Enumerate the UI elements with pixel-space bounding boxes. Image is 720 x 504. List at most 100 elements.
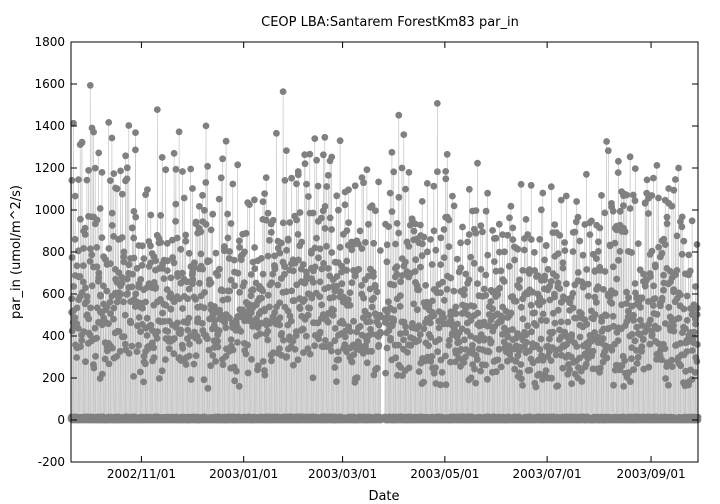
data-point — [139, 242, 146, 250]
x-tick-label: 2002/11/01 — [107, 467, 176, 481]
data-point — [576, 237, 584, 245]
data-point — [309, 279, 317, 286]
data-point — [489, 305, 496, 313]
data-point — [621, 357, 629, 364]
data-point — [118, 234, 126, 241]
data-point — [178, 269, 186, 277]
data-point — [343, 227, 351, 235]
data-point — [673, 232, 681, 240]
data-point — [284, 236, 292, 244]
data-point — [625, 307, 632, 315]
data-point — [426, 319, 434, 327]
data-point — [242, 229, 250, 237]
data-point — [298, 238, 306, 246]
data-point — [445, 216, 453, 224]
data-point — [167, 305, 175, 313]
data-point — [394, 371, 401, 379]
data-point — [390, 281, 398, 289]
data-point — [162, 356, 169, 363]
data-point — [648, 247, 656, 255]
data-point — [554, 279, 562, 287]
data-point — [105, 119, 113, 126]
data-point — [363, 337, 371, 345]
data-point — [495, 345, 503, 353]
data-point — [630, 366, 638, 373]
data-point — [316, 328, 324, 336]
data-point — [247, 309, 255, 317]
data-point — [651, 295, 659, 302]
data-point — [551, 319, 559, 327]
data-point — [328, 347, 335, 355]
data-point — [301, 160, 309, 168]
data-point — [629, 191, 637, 199]
data-point — [348, 279, 356, 287]
data-point — [85, 315, 93, 323]
data-point — [217, 174, 225, 182]
data-point — [531, 267, 539, 274]
data-point — [430, 227, 438, 235]
data-point — [343, 257, 351, 265]
data-point — [518, 375, 525, 383]
data-point — [93, 334, 101, 342]
data-point — [147, 211, 155, 219]
data-point — [546, 335, 553, 343]
data-point — [511, 365, 519, 373]
data-point — [373, 288, 381, 296]
data-point — [316, 293, 324, 301]
data-point — [259, 198, 267, 206]
data-point — [170, 350, 178, 358]
data-point — [264, 291, 272, 299]
data-point — [204, 162, 212, 170]
data-point — [623, 191, 631, 199]
data-point — [249, 286, 257, 294]
data-point — [368, 303, 376, 311]
data-point — [675, 164, 682, 172]
data-point — [610, 381, 617, 389]
data-point — [477, 222, 485, 230]
data-point — [301, 296, 308, 304]
data-point — [390, 168, 398, 176]
data-point — [314, 182, 322, 190]
data-point — [665, 185, 673, 192]
data-point — [106, 177, 114, 185]
data-point — [128, 224, 136, 232]
data-point — [643, 176, 651, 184]
data-point — [105, 360, 113, 368]
data-point — [321, 133, 329, 141]
data-point — [144, 186, 151, 194]
data-point — [93, 244, 101, 251]
data-point — [417, 221, 424, 229]
data-point — [554, 250, 562, 257]
data-point — [264, 327, 272, 335]
data-point — [224, 234, 232, 242]
data-point — [164, 267, 171, 274]
data-point — [345, 219, 352, 227]
data-point — [68, 176, 76, 184]
data-point — [75, 247, 82, 255]
data-point — [237, 256, 245, 264]
data-point — [105, 245, 113, 252]
data-point — [420, 378, 427, 386]
data-point — [128, 342, 136, 350]
data-point — [323, 242, 330, 250]
data-point — [226, 248, 234, 255]
data-point — [670, 327, 678, 335]
data-point — [470, 303, 478, 310]
data-point — [358, 282, 365, 289]
data-point — [529, 288, 537, 296]
data-point — [583, 320, 591, 328]
x-axis: 2002/11/01 2003/01/01 2003/03/01 2003/05/01… — [107, 42, 686, 481]
data-point — [82, 284, 89, 292]
data-point — [683, 348, 691, 355]
data-point — [179, 305, 187, 312]
data-point — [630, 311, 637, 319]
data-point — [402, 185, 409, 193]
data-point — [432, 364, 439, 372]
data-point — [461, 336, 468, 344]
data-point — [516, 369, 524, 377]
data-point — [552, 351, 560, 359]
data-point — [430, 182, 438, 190]
data-point — [397, 278, 404, 286]
data-point — [415, 368, 423, 375]
data-point — [143, 314, 151, 322]
